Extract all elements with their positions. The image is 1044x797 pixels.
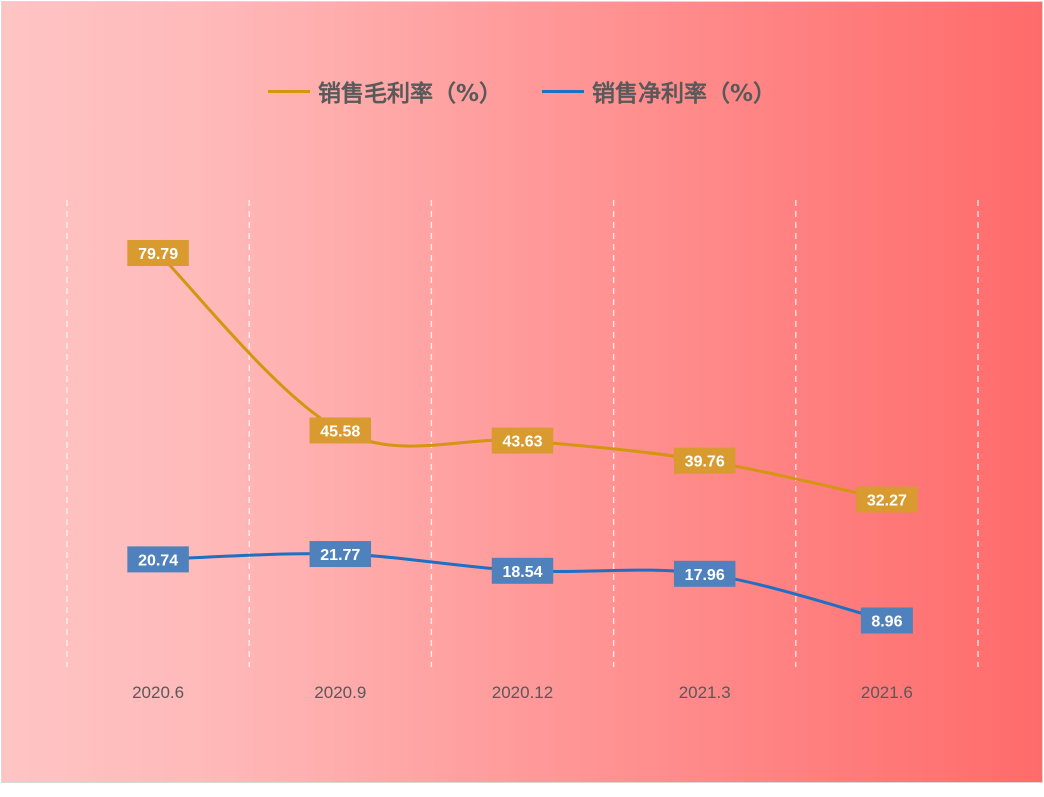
data-label: 18.54 [491, 557, 554, 584]
data-label-text: 17.96 [685, 567, 725, 584]
data-label-box [673, 447, 736, 474]
data-label: 17.96 [673, 560, 736, 587]
data-label: 43.63 [491, 427, 554, 454]
x-tick-label: 2021.6 [861, 683, 913, 702]
data-label-text: 8.96 [871, 614, 902, 631]
legend-item-gross-margin[interactable]: 销售毛利率（%） [267, 74, 502, 108]
legend: 销售毛利率（%） 销售净利率（%） [2, 74, 1042, 108]
legend-swatch-gross-margin [267, 89, 310, 93]
data-label-text: 32.27 [867, 493, 907, 510]
data-label: 8.96 [860, 607, 913, 634]
series-line-0 [156, 251, 889, 502]
data-label-box [856, 486, 918, 513]
data-label-box [673, 560, 736, 587]
data-label-text: 20.74 [138, 552, 178, 569]
data-label: 39.76 [673, 447, 736, 474]
legend-label-gross-margin: 销售毛利率（%） [317, 81, 502, 107]
data-label: 20.74 [127, 546, 189, 573]
x-tick-label: 2020.12 [492, 683, 553, 702]
data-label-text: 43.63 [502, 434, 542, 451]
data-label-box [309, 417, 372, 444]
legend-swatch-net-margin [542, 89, 584, 93]
data-label-box [491, 557, 554, 584]
data-label-box [127, 239, 189, 266]
data-label-box [127, 546, 189, 573]
data-label-text: 79.79 [138, 246, 178, 263]
data-label-text: 21.77 [320, 547, 360, 564]
chart-area: 销售毛利率（%） 销售净利率（%） 2020.6 2020.9 2020.12 202… [1, 1, 1043, 783]
data-label-text: 45.58 [320, 423, 360, 440]
data-label-box [309, 541, 372, 568]
data-label-text: 18.54 [502, 564, 542, 581]
data-label-box [860, 607, 913, 634]
legend-item-net-margin[interactable]: 销售净利率（%） [542, 74, 776, 108]
data-label: 32.27 [856, 486, 918, 513]
x-tick-label: 2021.3 [679, 683, 731, 702]
data-label: 79.79 [127, 239, 189, 266]
x-tick-label: 2020.6 [132, 683, 184, 702]
data-label: 45.58 [309, 417, 372, 444]
data-label-box [491, 427, 554, 454]
legend-label-net-margin: 销售净利率（%） [592, 81, 777, 107]
plot-svg: 2020.6 2020.9 2020.12 2021.3 2021.6 79.79 45.5… [66, 200, 979, 702]
x-tick-label: 2020.9 [314, 683, 366, 702]
data-label: 21.77 [309, 541, 372, 568]
data-label-text: 39.76 [685, 454, 725, 471]
